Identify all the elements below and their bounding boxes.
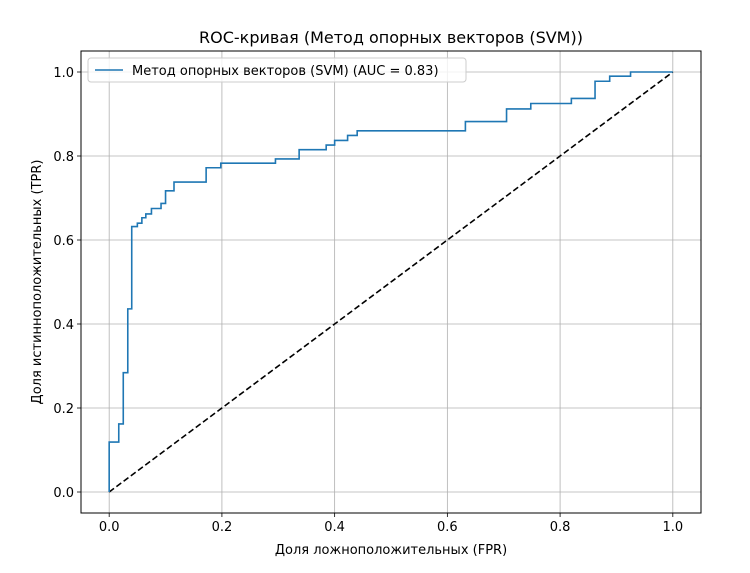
x-tick-label: 0.6 [437,520,458,535]
plot-frame [80,50,702,514]
y-tick-label: 0.0 [53,486,74,501]
x-axis-label: Доля ложноположительных (FPR) [275,543,507,558]
roc-curve [108,71,673,492]
x-tick-label: 0.2 [212,520,233,535]
y-tick-label: 0.2 [53,402,74,417]
y-tick-label: 0.8 [53,150,74,165]
x-tick-label: 1.0 [662,520,683,535]
y-tick-label: 0.6 [53,234,74,249]
y-tick-label: 1.0 [53,66,74,81]
axis-ticks: 0.0 0.2 0.4 0.6 0.8 1.0 0.0 0.2 0.4 0.6 0.8 1.0 [53,66,683,535]
random-guess-diagonal [108,71,674,493]
legend-box [87,57,467,83]
x-tick-label: 0.4 [324,520,345,535]
legend-label: Метод опорных векторов (SVM) (AUC = 0.83… [132,64,439,79]
chart-title: ROC-кривая (Метод опорных векторов (SVM)… [199,28,583,47]
x-tick-label: 0.0 [99,520,120,535]
y-axis-label: Доля истинноположительных (TPR) [30,160,45,405]
legend: Метод опорных векторов (SVM) (AUC = 0.83… [87,57,467,83]
x-tick-label: 0.8 [550,520,571,535]
plot-lines [108,71,674,493]
y-tick-label: 0.4 [53,318,74,333]
